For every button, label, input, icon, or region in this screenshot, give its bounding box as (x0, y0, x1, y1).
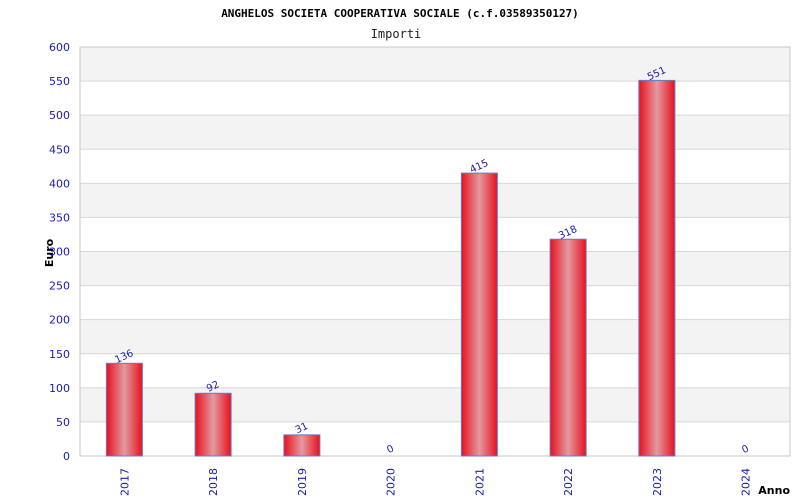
grid-band (80, 115, 790, 150)
bar-2018 (194, 392, 232, 457)
data-label-2019: 31 (294, 421, 310, 436)
x-axis-label: Anno (758, 484, 790, 497)
y-tick-label: 200 (49, 314, 70, 327)
y-tick-label: 250 (49, 280, 70, 293)
chart-title: ANGHELOS SOCIETA COOPERATIVA SOCIALE (c.… (221, 7, 579, 20)
data-label-2024: 0 (740, 443, 750, 456)
y-tick-label: 550 (49, 75, 70, 88)
y-tick-label: 450 (49, 143, 70, 156)
y-tick-label: 500 (49, 109, 70, 122)
x-tick-label-2023: 2023 (651, 468, 664, 496)
x-tick-label-2020: 2020 (385, 468, 398, 496)
y-tick-label: 0 (63, 450, 70, 463)
x-tick-label-2021: 2021 (473, 468, 486, 496)
plot-frame (79, 46, 791, 457)
y-axis-label: Euro (43, 238, 56, 267)
bars (105, 79, 676, 457)
y-tick-label: 150 (49, 348, 70, 361)
bar-2021 (460, 172, 498, 457)
x-tick-label-2024: 2024 (740, 468, 753, 496)
x-tick-label-2019: 2019 (296, 468, 309, 496)
x-tick-label-2022: 2022 (562, 468, 575, 496)
chart-subtitle: Importi (371, 27, 422, 41)
data-label-2020: 0 (385, 443, 395, 456)
grid-band (80, 251, 790, 286)
x-tick-label-2017: 2017 (118, 468, 131, 496)
y-tick-label: 50 (56, 416, 70, 429)
grid-band (80, 183, 790, 218)
bar-2017 (105, 362, 143, 457)
grid-band (80, 319, 790, 354)
y-tick-label: 100 (49, 382, 70, 395)
y-tick-label: 350 (49, 211, 70, 224)
grid-bands (80, 47, 790, 422)
x-tick-label-2018: 2018 (207, 468, 220, 496)
grid-band (80, 387, 790, 422)
bar-2019 (283, 434, 321, 457)
bar-2023 (638, 79, 676, 457)
y-tick-label: 600 (49, 41, 70, 54)
y-axis-ticks: 0 50 100 150 200 250 300 350 400 450 500 550 600 (49, 41, 70, 463)
bar-2022 (549, 238, 587, 457)
y-tick-label: 400 (49, 177, 70, 190)
data-label-2018: 92 (205, 379, 221, 394)
y-tick-label: 300 (49, 246, 70, 259)
x-axis-ticks: 2017 2018 2019 2020 2021 2022 2023 2024 (118, 468, 752, 496)
grid-band (80, 47, 790, 82)
